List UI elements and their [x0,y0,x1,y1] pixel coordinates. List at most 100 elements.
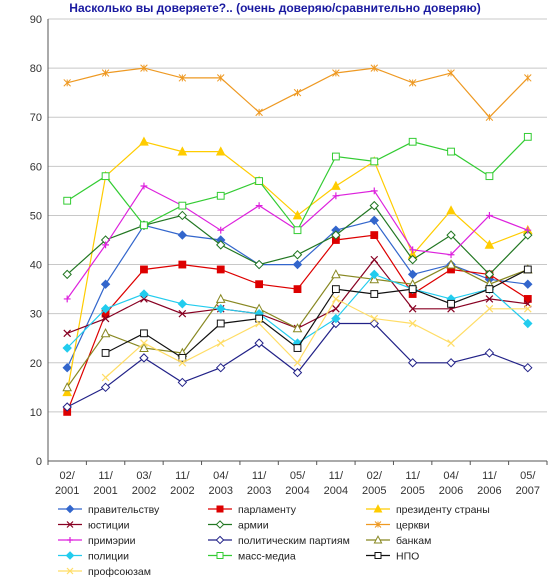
data-point [216,191,225,200]
data-point [140,295,148,303]
data-point [373,535,383,544]
data-point [292,210,303,220]
data-point [331,180,341,190]
data-point [178,358,187,367]
legend-label: парламенту [238,504,297,516]
data-point [293,358,302,367]
data-point [255,314,264,323]
legend-label: профсоюзам [88,566,151,578]
series-13 [101,295,532,382]
data-point [62,386,73,397]
data-point [177,146,188,156]
series-6 [63,64,532,121]
data-point [66,521,74,528]
data-point [332,304,340,313]
y-tick-label: 80 [30,63,42,75]
data-point [140,64,148,72]
data-point [331,230,341,240]
x-tick-label: 02/2001 [55,470,79,497]
y-tick-label: 0 [36,456,42,468]
data-point [63,295,71,303]
data-point [63,79,71,87]
legend-label: НПО [396,551,419,563]
data-point [408,79,417,87]
data-point [65,504,75,514]
data-point [485,113,494,121]
data-point [370,187,378,195]
y-tick-label: 50 [30,210,42,222]
data-point [255,280,264,289]
data-point [62,362,72,373]
data-point [63,329,72,338]
data-point [292,323,303,333]
data-point [370,314,379,323]
data-point [178,74,187,82]
data-point [140,182,148,190]
data-point [139,342,149,352]
legend-item: юстиции [58,520,130,532]
data-point [370,157,379,166]
data-point [216,265,225,274]
data-point [178,260,187,269]
x-tick-label: 11/2006 [477,470,501,497]
legend-label: правительству [88,504,160,516]
legend-label: банкам [396,535,431,547]
data-point [140,329,148,338]
series-line [105,298,528,378]
data-point [292,259,303,270]
data-point [407,254,418,265]
data-point [177,210,188,221]
data-point [447,251,455,259]
data-point [139,353,149,363]
legend-label: масс-медиа [238,551,296,563]
y-tick-label: 60 [30,161,42,173]
data-point [177,377,188,388]
data-point [102,241,109,249]
legend: правительству парламенту президенту страны… [58,504,490,578]
legend-item: политическим партиям [208,535,350,547]
y-tick-label: 30 [30,309,42,321]
legend-label: полиции [88,551,129,563]
x-tick-label: 05/2007 [516,470,540,497]
data-point [216,505,224,513]
data-point [485,304,494,313]
data-point [485,285,494,294]
data-point [369,269,379,280]
data-point [254,338,264,348]
x-tick-label: 05/2004 [285,470,309,497]
data-point [374,552,382,559]
y-tick-label: 70 [30,112,42,124]
data-point [370,290,379,298]
y-tick-label: 90 [30,14,42,26]
data-point [523,132,532,141]
x-tick-label: 03/2002 [132,470,156,497]
legend-item: парламенту [208,504,297,516]
legend-item: президенту страны [366,504,490,516]
data-point [370,64,379,72]
data-point [62,382,73,392]
series-lines [62,64,533,416]
series-11 [63,132,532,235]
data-point [484,269,495,280]
legend-label: политическим партиям [238,535,350,547]
x-tick-label: 02/2005 [362,470,386,497]
data-point [523,295,532,303]
data-point [292,367,303,378]
series-7 [63,182,532,303]
data-point [447,147,455,156]
data-point [101,373,110,382]
data-point [293,285,302,294]
data-point [215,520,225,529]
data-point [446,358,456,368]
legend-item: НПО [366,551,419,563]
data-point [216,552,224,559]
legend-label: армии [238,520,269,532]
data-point [407,269,418,280]
data-point [255,202,263,210]
chart-title: Насколько вы доверяете?.. (очень доверяю… [69,1,481,15]
data-point [100,304,111,314]
data-point [63,196,72,205]
series-10 [62,269,533,353]
data-point [140,265,148,274]
